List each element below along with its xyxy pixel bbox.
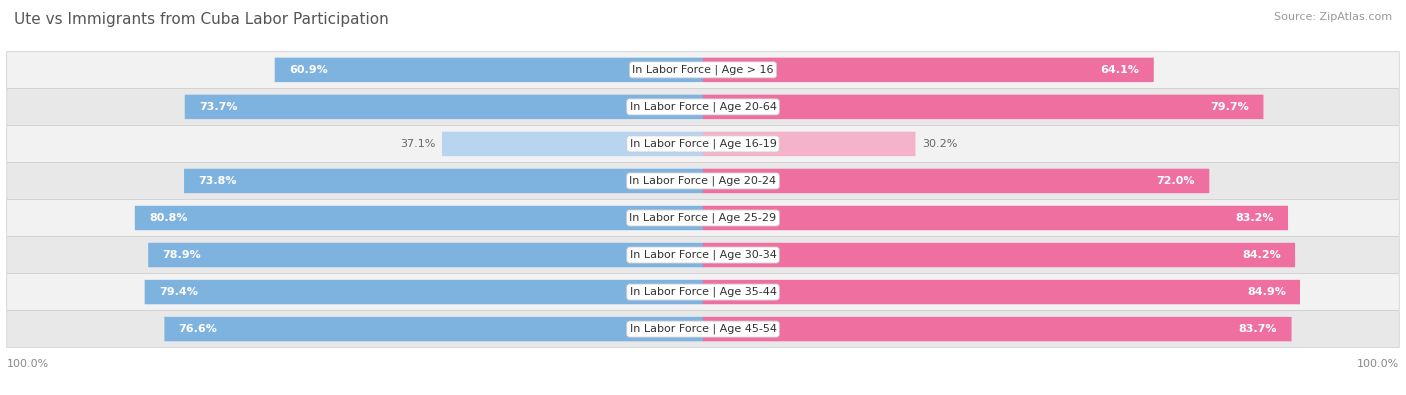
Text: 60.9%: 60.9% bbox=[290, 65, 328, 75]
Text: 76.6%: 76.6% bbox=[179, 324, 218, 334]
FancyBboxPatch shape bbox=[148, 243, 703, 267]
Text: 84.9%: 84.9% bbox=[1247, 287, 1286, 297]
Text: In Labor Force | Age > 16: In Labor Force | Age > 16 bbox=[633, 65, 773, 75]
FancyBboxPatch shape bbox=[135, 206, 703, 230]
Text: 79.7%: 79.7% bbox=[1211, 102, 1250, 112]
FancyBboxPatch shape bbox=[7, 273, 1399, 310]
Text: 83.2%: 83.2% bbox=[1236, 213, 1274, 223]
FancyBboxPatch shape bbox=[7, 310, 1399, 348]
FancyBboxPatch shape bbox=[165, 317, 703, 341]
Text: 73.8%: 73.8% bbox=[198, 176, 236, 186]
FancyBboxPatch shape bbox=[7, 88, 1399, 126]
FancyBboxPatch shape bbox=[7, 51, 1399, 88]
Text: Ute vs Immigrants from Cuba Labor Participation: Ute vs Immigrants from Cuba Labor Partic… bbox=[14, 12, 389, 27]
Text: In Labor Force | Age 25-29: In Labor Force | Age 25-29 bbox=[630, 213, 776, 223]
Text: In Labor Force | Age 35-44: In Labor Force | Age 35-44 bbox=[630, 287, 776, 297]
Text: In Labor Force | Age 45-54: In Labor Force | Age 45-54 bbox=[630, 324, 776, 334]
Text: 78.9%: 78.9% bbox=[162, 250, 201, 260]
Text: 73.7%: 73.7% bbox=[200, 102, 238, 112]
Text: 30.2%: 30.2% bbox=[922, 139, 957, 149]
FancyBboxPatch shape bbox=[7, 199, 1399, 237]
Text: 83.7%: 83.7% bbox=[1239, 324, 1278, 334]
Text: In Labor Force | Age 20-64: In Labor Force | Age 20-64 bbox=[630, 102, 776, 112]
FancyBboxPatch shape bbox=[703, 280, 1301, 304]
FancyBboxPatch shape bbox=[274, 58, 703, 82]
FancyBboxPatch shape bbox=[703, 132, 915, 156]
FancyBboxPatch shape bbox=[7, 162, 1399, 199]
FancyBboxPatch shape bbox=[7, 126, 1399, 162]
FancyBboxPatch shape bbox=[703, 95, 1264, 119]
FancyBboxPatch shape bbox=[441, 132, 703, 156]
FancyBboxPatch shape bbox=[703, 317, 1292, 341]
Text: 64.1%: 64.1% bbox=[1101, 65, 1140, 75]
Text: In Labor Force | Age 30-34: In Labor Force | Age 30-34 bbox=[630, 250, 776, 260]
FancyBboxPatch shape bbox=[703, 169, 1209, 193]
FancyBboxPatch shape bbox=[703, 206, 1288, 230]
FancyBboxPatch shape bbox=[184, 95, 703, 119]
Text: 84.2%: 84.2% bbox=[1241, 250, 1281, 260]
FancyBboxPatch shape bbox=[184, 169, 703, 193]
Text: 80.8%: 80.8% bbox=[149, 213, 187, 223]
Text: In Labor Force | Age 16-19: In Labor Force | Age 16-19 bbox=[630, 139, 776, 149]
FancyBboxPatch shape bbox=[703, 58, 1154, 82]
Text: 100.0%: 100.0% bbox=[7, 359, 49, 369]
FancyBboxPatch shape bbox=[7, 237, 1399, 273]
Text: 79.4%: 79.4% bbox=[159, 287, 198, 297]
Text: In Labor Force | Age 20-24: In Labor Force | Age 20-24 bbox=[630, 176, 776, 186]
Text: Source: ZipAtlas.com: Source: ZipAtlas.com bbox=[1274, 12, 1392, 22]
FancyBboxPatch shape bbox=[703, 243, 1295, 267]
Text: 100.0%: 100.0% bbox=[1357, 359, 1399, 369]
Text: 37.1%: 37.1% bbox=[399, 139, 436, 149]
FancyBboxPatch shape bbox=[145, 280, 703, 304]
Text: 72.0%: 72.0% bbox=[1157, 176, 1195, 186]
